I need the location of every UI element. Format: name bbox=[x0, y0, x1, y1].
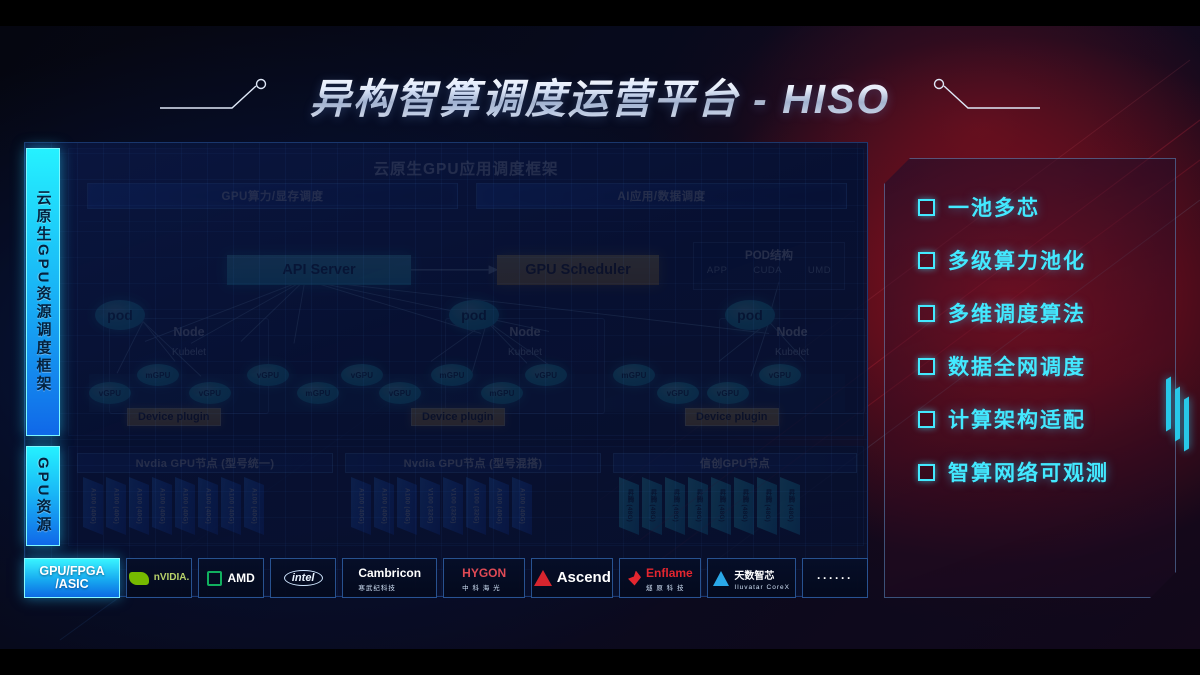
feature-item-3-label: 多维调度算法 bbox=[948, 303, 1086, 326]
vendor-logo-cambricon[interactable]: Cambricon 寒武纪科技 bbox=[342, 558, 438, 598]
vendor-logo-hygon[interactable]: HYGON 中 科 海 光 bbox=[443, 558, 526, 598]
feature-item-1[interactable]: 一池多芯 bbox=[918, 192, 1162, 222]
vendor-category-badge[interactable]: GPU/FPGA /ASIC bbox=[24, 558, 120, 598]
page-header: 异构智算调度运营平台 - HISO bbox=[0, 64, 1200, 126]
vendor-logo-intel-label: intel bbox=[283, 570, 323, 586]
checkbox-icon bbox=[918, 251, 935, 269]
architecture-panel bbox=[24, 142, 868, 597]
feature-item-3[interactable]: 多维调度算法 bbox=[918, 298, 1162, 328]
vendor-category-line2: /ASIC bbox=[55, 577, 89, 591]
sidebar-tab-resource-label: GPU资源 bbox=[34, 457, 52, 535]
vendor-logo-nvidia[interactable]: nVIDIA. bbox=[126, 558, 193, 598]
checkbox-icon bbox=[918, 198, 935, 216]
vendor-logo-enflame-label: Enflame bbox=[646, 566, 693, 580]
sidebar-tab-resource[interactable]: GPU资源 bbox=[26, 446, 60, 546]
vendor-logo-enflame-sub: 燧 原 科 技 bbox=[646, 585, 685, 592]
vendor-logo-amd[interactable]: AMD bbox=[198, 558, 265, 598]
panel-corner-accent bbox=[1166, 376, 1192, 488]
vendor-logo-row: GPU/FPGA /ASIC nVIDIA. AMD intel Cambric… bbox=[24, 558, 868, 598]
iluvatar-peak-icon bbox=[713, 570, 730, 586]
ascend-triangle-icon bbox=[533, 570, 552, 586]
feature-item-4[interactable]: 数据全网调度 bbox=[918, 351, 1162, 381]
vendor-logo-enflame[interactable]: Enflame 燧 原 科 技 bbox=[619, 558, 702, 598]
header-decoration-left bbox=[160, 78, 280, 110]
vendor-logo-amd-label: AMD bbox=[227, 570, 255, 585]
vendor-logo-cambricon-sub: 寒武纪科技 bbox=[358, 585, 396, 592]
header-decoration-right bbox=[920, 78, 1040, 110]
vendor-category-line1: GPU/FPGA bbox=[39, 563, 105, 578]
feature-item-6[interactable]: 智算网络可观测 bbox=[918, 457, 1162, 487]
checkbox-icon bbox=[918, 304, 935, 322]
feature-item-2-label: 多级算力池化 bbox=[948, 250, 1086, 273]
sidebar-tab-framework[interactable]: 云原生GPU资源调度框架 bbox=[26, 148, 60, 436]
vendor-logo-iluvatar-sub: Iluvatar CoreX bbox=[734, 583, 790, 591]
vendor-logo-cambricon-label: Cambricon bbox=[358, 566, 422, 580]
enflame-flame-icon bbox=[628, 570, 642, 586]
panel-background bbox=[24, 142, 868, 597]
letterbox-top bbox=[0, 0, 1200, 26]
features-panel-frame bbox=[884, 158, 1176, 598]
checkbox-icon bbox=[918, 463, 935, 481]
vendor-logo-intel[interactable]: intel bbox=[270, 558, 337, 598]
vendor-logo-more[interactable]: ······ bbox=[801, 558, 868, 598]
vendor-logo-iluvatar-label: 天数智芯 bbox=[734, 570, 775, 582]
features-list: 一池多芯 多级算力池化 多维调度算法 数据全网调度 计算架构适配 智算网络可观测 bbox=[918, 192, 1162, 487]
nvidia-eye-icon bbox=[128, 571, 149, 585]
sidebar-tab-framework-label: 云原生GPU资源调度框架 bbox=[34, 190, 52, 394]
checkbox-icon bbox=[918, 410, 935, 428]
vendor-logo-ascend-label: Ascend bbox=[556, 569, 611, 587]
amd-arrow-icon bbox=[207, 570, 223, 586]
feature-item-5[interactable]: 计算架构适配 bbox=[918, 404, 1162, 434]
vendor-logo-hygon-label: HYGON bbox=[462, 566, 507, 580]
checkbox-icon bbox=[918, 357, 935, 375]
feature-item-2[interactable]: 多级算力池化 bbox=[918, 245, 1162, 275]
vendor-logo-nvidia-label: nVIDIA. bbox=[153, 571, 190, 583]
feature-item-4-label: 数据全网调度 bbox=[948, 356, 1086, 379]
features-panel: 一池多芯 多级算力池化 多维调度算法 数据全网调度 计算架构适配 智算网络可观测 bbox=[884, 158, 1189, 598]
vendor-logo-iluvatar[interactable]: 天数智芯 Iluvatar CoreX bbox=[707, 558, 796, 598]
vendor-logo-ascend[interactable]: Ascend bbox=[531, 558, 614, 598]
feature-item-6-label: 智算网络可观测 bbox=[948, 462, 1109, 485]
page-title: 异构智算调度运营平台 - HISO bbox=[310, 65, 891, 125]
feature-item-5-label: 计算架构适配 bbox=[948, 409, 1086, 432]
letterbox-bottom bbox=[0, 649, 1200, 675]
vendor-logo-more-label: ······ bbox=[816, 570, 853, 585]
feature-item-1-label: 一池多芯 bbox=[948, 197, 1040, 220]
vendor-logo-hygon-sub: 中 科 海 光 bbox=[462, 585, 501, 592]
